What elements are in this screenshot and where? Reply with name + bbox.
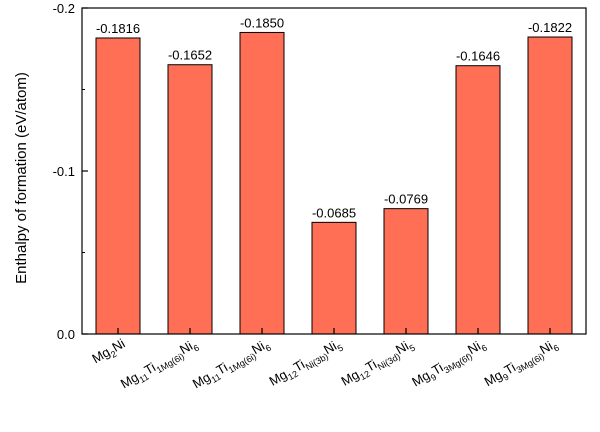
- category-label-subscript: 6: [264, 343, 273, 354]
- x-category-label: Mg11Ti1Mg(6i)Ni6: [190, 336, 273, 394]
- x-category-label: Mg11Ti1Mg(6i)Ni6: [118, 336, 201, 394]
- bar: [455, 65, 501, 335]
- bars-group: [95, 31, 573, 335]
- bar: [167, 64, 213, 335]
- category-label-subscript: 2: [109, 349, 118, 360]
- y-tick-label: -0.1: [53, 164, 75, 179]
- category-label-subscript: 5: [408, 343, 417, 354]
- bar-value-label: -0.1646: [456, 49, 500, 64]
- category-label-part: Mg: [267, 367, 290, 389]
- category-label-part: Mg: [409, 367, 432, 389]
- bar: [239, 31, 285, 335]
- bar: [527, 36, 573, 335]
- bar: [311, 221, 357, 335]
- category-label-subscript: 3Mg(6i): [515, 351, 546, 375]
- category-label-subscript: 6: [480, 343, 489, 354]
- data-labels-group: -0.1816 -0.1652 -0.1850 -0.0685 -0.0769 -0.16…: [96, 15, 572, 220]
- category-label-subscript: 12: [358, 369, 372, 383]
- category-label-part: Mg: [482, 367, 505, 389]
- x-category-label: Mg9Ti3Mg(6f)Ni6: [409, 336, 489, 392]
- bar-value-label: -0.1850: [240, 15, 284, 30]
- category-label-subscript: 1Mg(6i): [227, 351, 258, 375]
- category-label-subscript: 11: [210, 372, 223, 385]
- x-category-label: Mg9Ti3Mg(6i)Ni6: [482, 336, 561, 392]
- bar: [95, 37, 141, 335]
- x-category-label: Mg12TiNi(3d)Ni5: [339, 336, 417, 392]
- category-label-part: Mg: [118, 369, 141, 391]
- category-label-subscript: 9: [429, 372, 438, 383]
- category-label-subscript: 3Mg(6f): [442, 351, 474, 375]
- x-category-label: Mg12TiNi(3b)Ni5: [267, 336, 345, 392]
- bar-value-label: -0.0769: [384, 192, 428, 207]
- y-axis-title: Enthalpy of formation (eV/atom): [13, 72, 30, 284]
- bar-value-label: -0.1652: [168, 48, 212, 63]
- plot-frame: [81, 7, 587, 335]
- x-category-label: Mg2Ni: [89, 336, 129, 369]
- category-label-subscript: 6: [552, 343, 561, 354]
- bar: [383, 208, 429, 335]
- bar-value-label: -0.1816: [96, 21, 140, 36]
- category-label-subscript: 1Mg(6i): [155, 351, 186, 375]
- category-label-subscript: 6: [192, 343, 201, 354]
- y-tick-label: 0.0: [57, 327, 75, 342]
- category-label-part: Mg: [339, 367, 362, 389]
- bar-value-label: -0.1822: [528, 20, 572, 35]
- category-label-subscript: 12: [286, 369, 300, 383]
- category-label-subscript: 5: [336, 343, 345, 354]
- y-axis: -0.2 -0.1 0.0: [53, 1, 88, 342]
- category-label-part: Mg: [89, 344, 112, 366]
- bar-value-label: -0.0685: [312, 205, 356, 220]
- category-label-subscript: 11: [138, 372, 151, 385]
- y-tick-label: -0.2: [53, 1, 75, 16]
- x-axis: Mg2NiMg11Ti1Mg(6i)Ni6Mg11Ti1Mg(6i)Ni6Mg1…: [89, 328, 561, 394]
- category-label-subscript: 9: [501, 372, 510, 383]
- category-label-part: Mg: [190, 369, 213, 391]
